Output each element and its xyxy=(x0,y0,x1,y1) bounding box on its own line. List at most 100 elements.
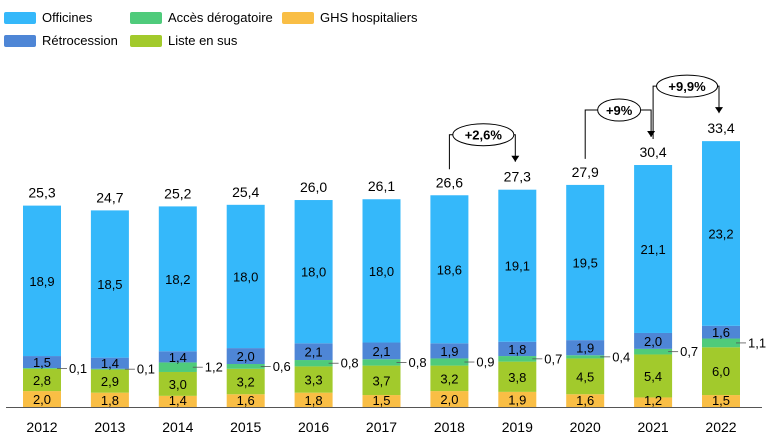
bar-ghs-hospitaliers-2018 xyxy=(430,391,469,407)
legend-label-retrocession: Rétrocession xyxy=(42,33,118,48)
x-tick-label-2018: 2018 xyxy=(434,419,465,435)
bar-officines-2018 xyxy=(430,195,469,344)
data-label-retrocession-2017: 2,1 xyxy=(372,344,390,359)
data-label-ghs-hospitaliers-2017: 1,5 xyxy=(372,393,390,408)
data-label-ghs-hospitaliers-2021: 1,2 xyxy=(644,393,662,408)
data-label-acces-derogatoire-2017: 0,8 xyxy=(409,355,427,370)
data-label-acces-derogatoire-2022: 1,1 xyxy=(748,335,766,350)
data-label-retrocession-2019: 1,8 xyxy=(508,342,526,357)
bar-ghs-hospitaliers-2014 xyxy=(158,395,197,407)
bar-ghs-hospitaliers-2017 xyxy=(362,395,401,407)
data-label-ghs-hospitaliers-2014: 1,4 xyxy=(169,393,187,408)
data-label-retrocession-2020: 1,9 xyxy=(576,341,594,356)
legend-item-ghs-hospitaliers: GHS hospitaliers xyxy=(282,10,418,25)
x-tick-label-2017: 2017 xyxy=(366,419,397,435)
data-label-ghs-hospitaliers-2020: 1,6 xyxy=(576,393,594,408)
bar-acces-derogatoire-2012 xyxy=(23,367,61,369)
data-label-liste-en-sus-2022: 6,0 xyxy=(712,364,730,379)
bar-officines-2020 xyxy=(566,184,605,341)
total-label-2022: 33,4 xyxy=(707,120,734,136)
legend-label-liste-en-sus: Liste en sus xyxy=(168,33,238,48)
data-label-officines-2013: 18,5 xyxy=(97,277,122,292)
annotation-oval-plus-2-6--2019 xyxy=(452,123,515,147)
bar-liste-en-sus-2022 xyxy=(702,347,740,396)
bar-officines-2017 xyxy=(362,199,401,343)
bar-liste-en-sus-2021 xyxy=(634,354,673,398)
data-label-liste-en-sus-2017: 3,7 xyxy=(372,373,390,388)
annotation-label-plus-2-6--2019: +2,6% xyxy=(465,128,503,143)
total-label-2020: 27,9 xyxy=(572,164,599,180)
bar-acces-derogatoire-2015 xyxy=(226,364,265,369)
total-label-2014: 25,2 xyxy=(164,185,191,201)
bar-acces-derogatoire-2018 xyxy=(430,358,469,366)
bar-officines-2014 xyxy=(158,206,197,352)
bar-ghs-hospitaliers-2022 xyxy=(702,395,740,407)
data-label-liste-en-sus-2018: 3,2 xyxy=(440,371,458,386)
bar-officines-2012 xyxy=(23,205,61,357)
annotation-arrowhead-plus-9-9--2022 xyxy=(715,107,723,114)
legend-label-officines: Officines xyxy=(42,10,93,25)
data-label-retrocession-2018: 1,9 xyxy=(440,344,458,359)
bar-liste-en-sus-2012 xyxy=(23,368,61,392)
legend-item-retrocession: Rétrocession xyxy=(4,33,118,48)
data-label-officines-2012: 18,9 xyxy=(29,274,54,289)
data-label-officines-2020: 19,5 xyxy=(573,256,598,271)
legend-swatch-ghs-hospitaliers xyxy=(282,11,314,24)
legend-swatch-liste-en-sus xyxy=(130,34,162,47)
data-label-liste-en-sus-2016: 3,3 xyxy=(305,373,323,388)
x-tick-label-2019: 2019 xyxy=(502,419,533,435)
annotation-label-plus-9-9--2022: +9,9% xyxy=(668,79,706,94)
x-tick-label-2016: 2016 xyxy=(298,419,329,435)
data-label-acces-derogatoire-2019: 0,7 xyxy=(544,351,562,366)
data-label-ghs-hospitaliers-2016: 1,8 xyxy=(305,393,323,408)
bar-retrocession-2012 xyxy=(23,356,61,368)
bar-liste-en-sus-2017 xyxy=(362,365,401,396)
bar-acces-derogatoire-2017 xyxy=(362,359,401,366)
bar-acces-derogatoire-2020 xyxy=(566,355,605,359)
bar-officines-2016 xyxy=(294,200,333,344)
bar-liste-en-sus-2013 xyxy=(90,369,129,393)
x-tick-label-2015: 2015 xyxy=(230,419,261,435)
data-label-acces-derogatoire-2020: 0,4 xyxy=(612,349,630,364)
bar-officines-2019 xyxy=(498,189,537,342)
total-label-2019: 27,3 xyxy=(504,169,531,185)
data-label-liste-en-sus-2013: 2,9 xyxy=(101,374,119,389)
annotation-label-plus-9--2021: +9% xyxy=(606,103,633,118)
data-label-acces-derogatoire-2014: 1,2 xyxy=(205,360,223,375)
bar-ghs-hospitaliers-2013 xyxy=(90,392,129,407)
total-label-2021: 30,4 xyxy=(639,144,666,160)
data-label-officines-2014: 18,2 xyxy=(165,272,190,287)
legend-label-acces-derogatoire: Accès dérogatoire xyxy=(168,10,273,25)
legend-swatch-officines xyxy=(4,11,36,24)
bar-liste-en-sus-2020 xyxy=(566,358,605,395)
x-tick-label-2020: 2020 xyxy=(570,419,601,435)
data-label-officines-2021: 21,1 xyxy=(640,242,665,257)
data-label-acces-derogatoire-2015: 0,6 xyxy=(273,359,291,374)
legend-item-acces-derogatoire: Accès dérogatoire xyxy=(130,10,273,25)
x-tick-label-2021: 2021 xyxy=(638,419,669,435)
total-label-2013: 24,7 xyxy=(96,189,123,205)
legend-item-liste-en-sus: Liste en sus xyxy=(130,33,237,48)
bar-ghs-hospitaliers-2012 xyxy=(23,391,61,407)
bar-officines-2022 xyxy=(702,141,740,326)
bar-retrocession-2021 xyxy=(634,332,673,349)
data-label-liste-en-sus-2015: 3,2 xyxy=(237,375,255,390)
data-label-officines-2017: 18,0 xyxy=(369,264,394,279)
data-label-acces-derogatoire-2016: 0,8 xyxy=(341,356,359,371)
bar-acces-derogatoire-2014 xyxy=(158,362,197,372)
bar-ghs-hospitaliers-2021 xyxy=(634,397,673,407)
bar-acces-derogatoire-2022 xyxy=(702,338,740,348)
bar-liste-en-sus-2019 xyxy=(498,361,537,392)
bar-acces-derogatoire-2016 xyxy=(294,360,333,367)
data-label-ghs-hospitaliers-2013: 1,8 xyxy=(101,393,119,408)
data-label-retrocession-2012: 1,5 xyxy=(33,355,51,370)
bar-acces-derogatoire-2019 xyxy=(498,356,537,362)
total-label-2018: 26,6 xyxy=(436,174,463,190)
data-label-liste-en-sus-2020: 4,5 xyxy=(576,369,594,384)
bar-retrocession-2018 xyxy=(430,343,469,359)
data-label-retrocession-2021: 2,0 xyxy=(644,334,662,349)
bar-ghs-hospitaliers-2016 xyxy=(294,392,333,407)
bar-liste-en-sus-2014 xyxy=(158,371,197,396)
data-label-liste-en-sus-2021: 5,4 xyxy=(644,369,662,384)
